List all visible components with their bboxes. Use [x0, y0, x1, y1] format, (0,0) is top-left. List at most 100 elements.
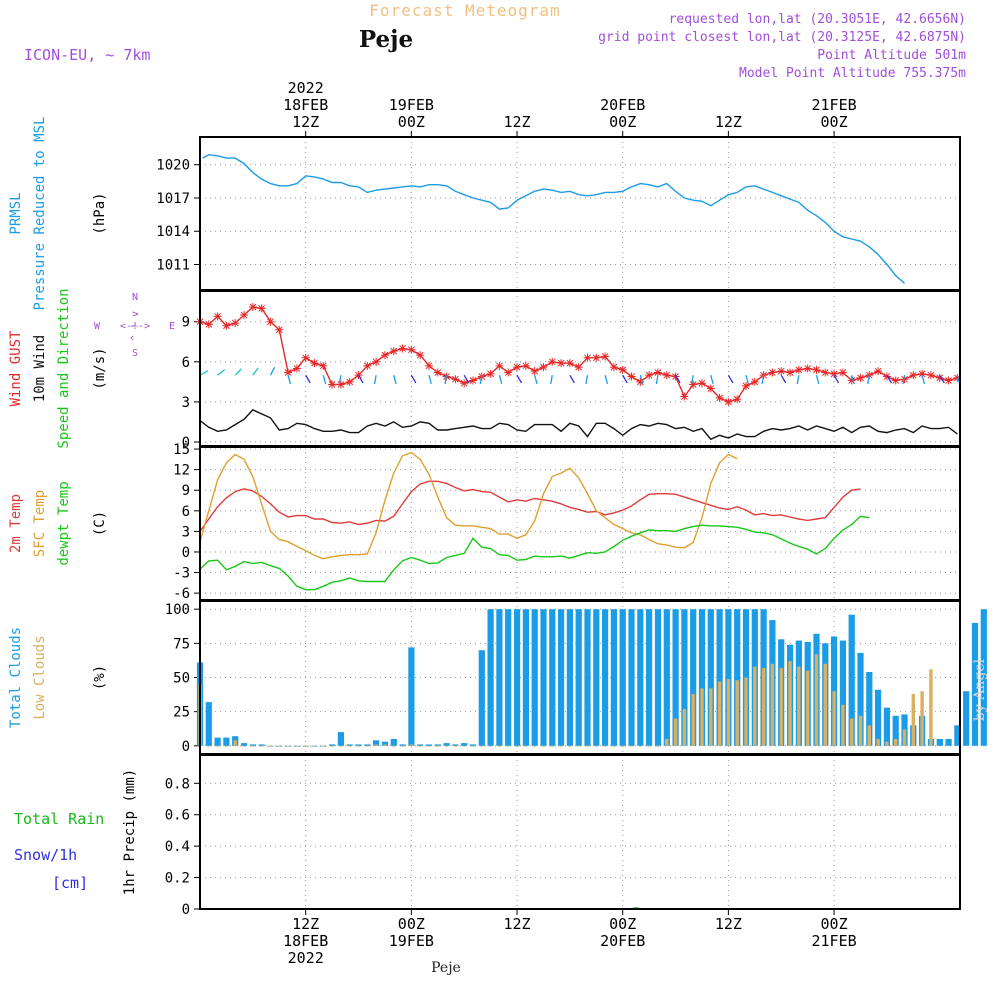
gust-marker [328, 380, 337, 389]
top-time-label: 18FEB [283, 96, 328, 114]
bottom-time-label: 20FEB [600, 932, 645, 950]
y-tick-label: -3 [173, 566, 190, 582]
gust-marker [882, 372, 891, 381]
wind-arrow [690, 375, 694, 385]
bar-low-clouds [717, 681, 722, 746]
unit-label: (C) [92, 511, 108, 536]
wind-arrow [322, 375, 327, 385]
wind-arrow [727, 374, 734, 384]
bar-low-clouds [638, 745, 642, 747]
wind-arrow [479, 375, 483, 385]
wind-arrow [622, 374, 628, 384]
bottom-time-label: 19FEB [389, 932, 434, 950]
gust-marker [874, 367, 883, 376]
bar-total-clouds [980, 609, 987, 746]
compass-w: W [94, 321, 101, 332]
bar-total-clouds [575, 609, 582, 746]
gust-marker [636, 377, 645, 386]
top-time-label: 00Z [398, 113, 425, 131]
credit-text: by Angel [972, 658, 988, 721]
gust-marker [583, 353, 592, 362]
gust-marker [662, 371, 671, 380]
unit-label: (m/s) [92, 347, 108, 389]
gust-marker [486, 369, 495, 378]
footer-location: Peje [431, 960, 461, 976]
wind-arrow [833, 374, 840, 384]
wind-arrow [639, 375, 644, 385]
bottom-time-label: 2022 [288, 949, 324, 967]
bar-total-clouds [848, 614, 855, 746]
gust-marker [284, 368, 293, 377]
gust-marker [680, 392, 689, 401]
bar-total-clouds [971, 622, 979, 746]
wind-arrow [338, 375, 342, 385]
bar-low-clouds [383, 744, 387, 746]
requested-coords: requested lon,lat (20.3051E, 42.6656N) [669, 12, 966, 27]
gust-marker [504, 368, 513, 377]
bar-low-clouds [233, 740, 237, 746]
gust-marker [266, 317, 275, 326]
bar-low-clouds [471, 745, 475, 747]
y-tick-label: 0.8 [165, 776, 190, 792]
gust-marker [336, 380, 345, 389]
panel-frame [199, 754, 961, 910]
wind-arrow [534, 375, 538, 385]
bar-total-clouds [566, 609, 573, 746]
bar-low-clouds [436, 745, 440, 747]
bar-total-clouds [945, 739, 952, 746]
panel-2: 0 3 6 9 (m/s) Wind GUST 10m Wind Speed and Dire… [8, 288, 962, 451]
series-line-2m-temp [199, 480, 861, 532]
bar-low-clouds [524, 745, 528, 747]
bottom-time-label: 18FEB [283, 932, 328, 950]
bar-low-clouds [753, 666, 757, 746]
bar-total-clouds [355, 744, 362, 746]
bar-low-clouds [392, 745, 396, 747]
gust-marker [856, 373, 865, 382]
bar-total-clouds [584, 609, 591, 746]
bar-low-clouds [673, 718, 678, 746]
bar-total-clouds [249, 744, 256, 746]
bar-low-clouds [841, 704, 845, 746]
bar-total-clouds [866, 672, 873, 746]
gust-marker [944, 376, 953, 385]
gust-marker [363, 361, 372, 370]
top-time-label: 20FEB [600, 96, 645, 114]
top-time-label: 00Z [609, 113, 636, 131]
gust-marker [433, 368, 442, 377]
y-tick-label: 75 [173, 636, 190, 652]
panels: 1011 1014 1017 1020 (hPa) PRMSL Pressure Reduc… [8, 117, 987, 918]
bar-total-clouds [875, 689, 882, 746]
bar-low-clouds [312, 745, 317, 747]
bar-low-clouds [806, 670, 810, 746]
series-line-wind-gust [199, 306, 958, 403]
series-label: [cm] [52, 874, 88, 892]
compass-arrow-v: ^ ! v [130, 311, 141, 341]
bar-low-clouds [867, 725, 871, 746]
gust-marker [231, 319, 240, 328]
compass-s: S [132, 348, 138, 359]
wind-arrow [761, 375, 765, 385]
gust-marker [909, 371, 918, 380]
bar-total-clouds [549, 609, 556, 746]
bar-total-clouds [373, 740, 380, 746]
bar-low-clouds [488, 745, 493, 747]
y-tick-label: 1020 [156, 158, 190, 174]
bar-low-clouds [682, 708, 687, 746]
gust-marker [319, 361, 328, 370]
unit-label: (hPa) [92, 192, 108, 234]
wind-arrow [939, 374, 945, 384]
bar-total-clouds [258, 744, 265, 746]
bar-low-clouds [797, 666, 801, 746]
wind-arrow [287, 375, 292, 385]
bar-low-clouds [533, 745, 537, 747]
gust-marker [689, 380, 698, 389]
bar-low-clouds [788, 661, 792, 746]
gust-marker [891, 376, 900, 385]
y-tick-label: 6 [182, 355, 190, 371]
bar-total-clouds [540, 609, 547, 746]
wind-arrow [357, 374, 364, 384]
bar-low-clouds [374, 744, 378, 746]
bar-low-clouds [709, 688, 713, 746]
y-tick-label: 25 [173, 705, 190, 721]
bar-total-clouds [892, 715, 899, 746]
